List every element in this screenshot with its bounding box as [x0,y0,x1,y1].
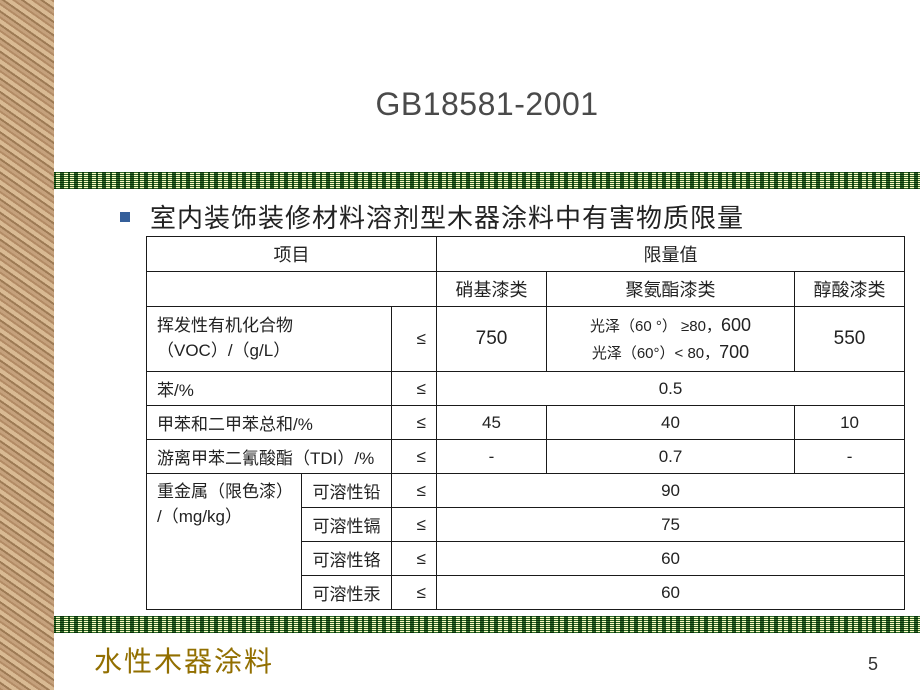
hm-sub-1: 可溶性镉 [302,508,392,542]
toluene-nitro: 45 [437,406,547,440]
toluene-label: 甲苯和二甲苯总和/% [147,406,392,440]
bullet-icon [120,212,130,222]
hm-sub-2: 可溶性铬 [302,542,392,576]
hm-val-0: 90 [437,474,905,508]
hm-sub-3: 可溶性汞 [302,576,392,610]
subheader-alkyd: 醇酸漆类 [795,272,905,307]
decorative-band-top [54,172,920,189]
header-item-blank [147,272,437,307]
subtitle-text: 室内装饰装修材料溶剂型木器涂料中有害物质限量 [150,198,744,235]
hm-ineq-3: ≤ [392,576,437,610]
decorative-band-bottom [54,616,920,633]
page-number: 5 [868,654,878,675]
hm-val-2: 60 [437,542,905,576]
hm-val-3: 60 [437,576,905,610]
benzene-label: 苯/% [147,372,392,406]
toluene-pu: 40 [547,406,795,440]
limits-table: 项目 限量值 硝基漆类 聚氨酯漆类 醇酸漆类 挥发性有机化合物 （VOC）/（g… [146,236,905,610]
benzene-ineq: ≤ [392,372,437,406]
hm-ineq-2: ≤ [392,542,437,576]
hm-sub-0: 可溶性铅 [302,474,392,508]
subheader-nitro: 硝基漆类 [437,272,547,307]
hm-ineq-1: ≤ [392,508,437,542]
subtitle-row: 室内装饰装修材料溶剂型木器涂料中有害物质限量 [120,198,744,235]
wood-texture-sidebar [0,0,54,690]
header-limit: 限量值 [437,237,905,272]
voc-pu: 光泽（60 °） ≥80，600 光泽（60°）< 80，700 [547,307,795,372]
benzene-value: 0.5 [437,372,905,406]
slide-title: GB18581-2001 [54,86,920,123]
toluene-alkyd: 10 [795,406,905,440]
slide-content: GB18581-2001 室内装饰装修材料溶剂型木器涂料中有害物质限量 项目 限… [54,0,920,690]
limits-table-wrap: 项目 限量值 硝基漆类 聚氨酯漆类 醇酸漆类 挥发性有机化合物 （VOC）/（g… [146,236,904,610]
hm-val-1: 75 [437,508,905,542]
tdi-nitro: - [437,440,547,474]
header-item: 项目 [147,237,437,272]
subheader-pu: 聚氨酯漆类 [547,272,795,307]
tdi-pu: 0.7 [547,440,795,474]
voc-ineq: ≤ [392,307,437,372]
voc-alkyd: 550 [795,307,905,372]
heavy-metal-label: 重金属（限色漆） /（mg/kg） [147,474,302,610]
tdi-alkyd: - [795,440,905,474]
voc-nitro: 750 [437,307,547,372]
footer-text: 水性木器涂料 [94,640,274,680]
hm-ineq-0: ≤ [392,474,437,508]
toluene-ineq: ≤ [392,406,437,440]
tdi-label: 游离甲苯二氰酸酯（TDI）/% [147,440,392,474]
voc-label: 挥发性有机化合物 （VOC）/（g/L） [147,307,392,372]
tdi-ineq: ≤ [392,440,437,474]
